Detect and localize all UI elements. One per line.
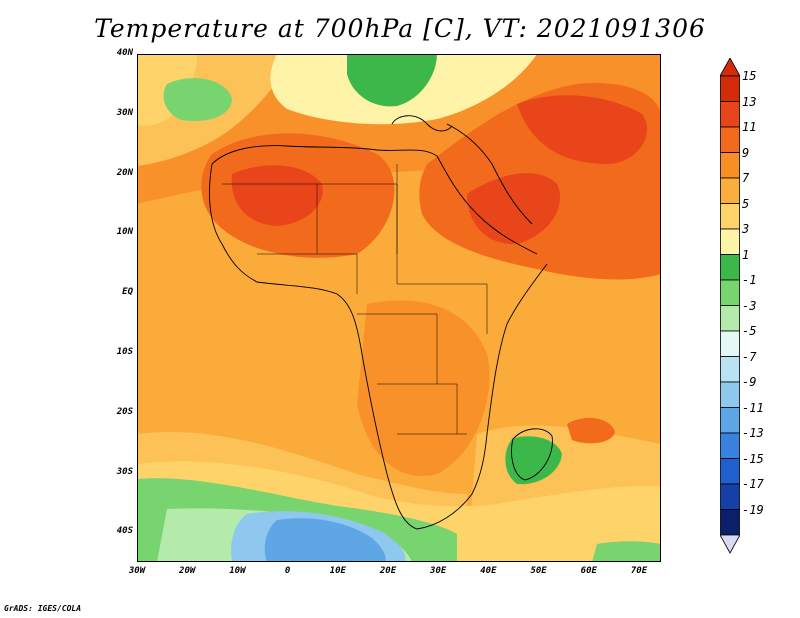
- colorbar-cell: [720, 228, 740, 255]
- colorbar-label: 5: [742, 196, 750, 211]
- lat-label: 30N: [116, 107, 133, 118]
- colorbar: [720, 58, 740, 554]
- colorbar-cell: [720, 152, 740, 179]
- coastlines: [209, 115, 553, 530]
- hot-core-madagascar-east: [567, 417, 615, 444]
- colorbar-cell: [720, 509, 740, 536]
- colorbar-cell: [720, 126, 740, 153]
- lat-label: 20S: [116, 406, 133, 417]
- colorbar-label: 11: [742, 120, 757, 134]
- colorbar-cell: [720, 279, 740, 306]
- colorbar-label: 3: [742, 222, 750, 236]
- colorbar-cell: [720, 407, 740, 434]
- lat-label: 10S: [116, 347, 133, 357]
- lat-label: EQ: [122, 287, 133, 298]
- plot-title: Temperature at 700hPa [C], VT: 202109130…: [94, 14, 706, 43]
- lon-label: 20E: [379, 566, 397, 576]
- lon-label: 30E: [430, 566, 447, 576]
- colorbar-label: 9: [742, 145, 750, 160]
- colorbar-top-arrow: [720, 58, 740, 77]
- colorbar-label: -7: [742, 349, 757, 364]
- country-borders: [222, 164, 488, 435]
- colorbar-cell: [720, 330, 740, 357]
- lon-label: 70E: [630, 566, 648, 576]
- colorbar-cell: [720, 305, 740, 332]
- lon-label: 60E: [580, 566, 597, 576]
- colorbar-cell: [720, 75, 740, 102]
- colorbar-label: -15: [742, 451, 764, 466]
- lon-label: 40E: [480, 566, 497, 576]
- colorbar-label: -13: [742, 426, 764, 440]
- cold-zone-azores: [163, 78, 232, 122]
- footer-credit: GrADS: IGES/COLA: [4, 604, 82, 613]
- lat-label: 10N: [116, 227, 133, 238]
- colorbar-cell: [720, 254, 740, 281]
- colorbar-label: -17: [742, 477, 764, 491]
- lon-label: 30W: [128, 566, 146, 576]
- lat-label: 40N: [116, 48, 133, 58]
- cold-zone-southeast: [592, 541, 661, 562]
- colorbar-label: -5: [742, 324, 757, 338]
- colorbar-cell: [720, 203, 740, 230]
- lon-label: 0: [284, 566, 291, 576]
- hottest-core-westafrica: [231, 165, 323, 226]
- colorbar-cell: [720, 432, 740, 459]
- colorbar-cell: [720, 177, 740, 204]
- lat-label: 40S: [116, 526, 133, 537]
- hottest-core-iran: [517, 95, 648, 164]
- cold-zone-madagascar: [505, 436, 562, 485]
- cold-zone-blue: [264, 518, 386, 562]
- colorbar-label: -19: [742, 502, 764, 517]
- lat-label: 20N: [116, 167, 133, 178]
- lon-label: 10E: [329, 566, 346, 576]
- colorbar-label: 1: [742, 247, 750, 262]
- lat-label: 30S: [116, 466, 133, 477]
- temperature-map: [137, 54, 661, 562]
- colorbar-cell: [720, 483, 740, 510]
- colorbar-label: -11: [742, 400, 764, 415]
- map-frame: [137, 54, 661, 562]
- colorbar-bottom-arrow: [720, 534, 740, 554]
- colorbar-cell: [720, 458, 740, 485]
- colorbar-label: 7: [742, 171, 750, 185]
- cold-zone-balkans: [347, 54, 437, 107]
- colorbar-label: 15: [742, 69, 757, 83]
- colorbar-label: -3: [742, 298, 757, 313]
- lon-label: 50E: [530, 566, 547, 576]
- colorbar-label: 13: [742, 94, 757, 109]
- lon-label: 10W: [229, 566, 246, 576]
- colorbar-label: -1: [742, 273, 757, 287]
- colorbar-label: -9: [742, 375, 757, 389]
- colorbar-cell: [720, 101, 740, 128]
- warm-band-southern-africa: [357, 300, 490, 476]
- colorbar-cell: [720, 356, 740, 383]
- lon-label: 20W: [179, 566, 196, 576]
- colorbar-cell: [720, 381, 740, 408]
